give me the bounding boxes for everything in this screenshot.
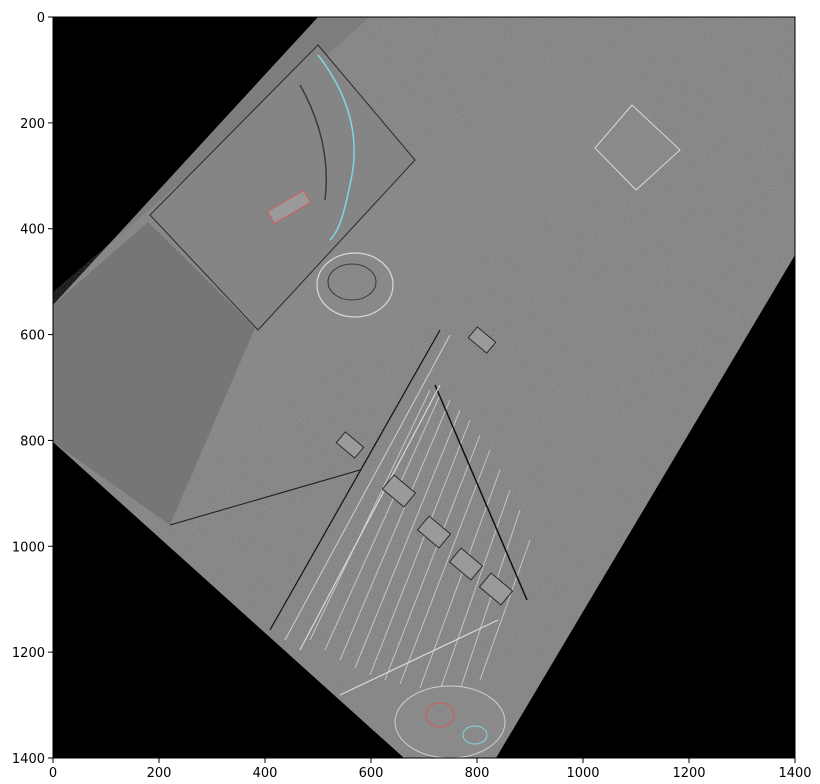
x-tick-label: 1000 <box>566 766 599 781</box>
x-tick-label: 0 <box>49 766 57 781</box>
axes-frame <box>52 16 796 759</box>
x-tick-label: 1200 <box>672 766 705 781</box>
x-tick-label: 800 <box>465 766 490 781</box>
round-structure <box>316 252 394 318</box>
y-tick-label: 200 <box>20 117 45 132</box>
annotation-box <box>266 189 312 225</box>
y-tick-label: 600 <box>20 329 45 344</box>
buildings <box>335 326 514 606</box>
y-tick-label: 1200 <box>12 646 45 661</box>
x-axis: 0 200 400 600 800 1000 1200 1400 <box>49 758 812 781</box>
inset-panel-top <box>149 44 416 331</box>
y-tick-label: 1000 <box>12 540 45 555</box>
left-textured-region <box>53 222 255 525</box>
x-tick-label: 600 <box>359 766 384 781</box>
y-axis: 0 200 400 600 800 1000 1200 1400 <box>12 11 53 767</box>
bottom-circle <box>394 685 506 758</box>
x-tick-label: 200 <box>147 766 172 781</box>
y-tick-label: 400 <box>20 223 45 238</box>
y-tick-label: 1400 <box>12 752 45 767</box>
y-tick-label: 800 <box>20 434 45 449</box>
plot-area <box>53 17 795 758</box>
inset-panel-right <box>594 104 681 191</box>
road-band <box>100 55 660 500</box>
shoreline <box>317 54 355 241</box>
y-tick-label: 0 <box>37 11 45 26</box>
x-tick-label: 400 <box>253 766 278 781</box>
striped-field <box>309 389 531 691</box>
x-tick-label: 1400 <box>778 766 811 781</box>
